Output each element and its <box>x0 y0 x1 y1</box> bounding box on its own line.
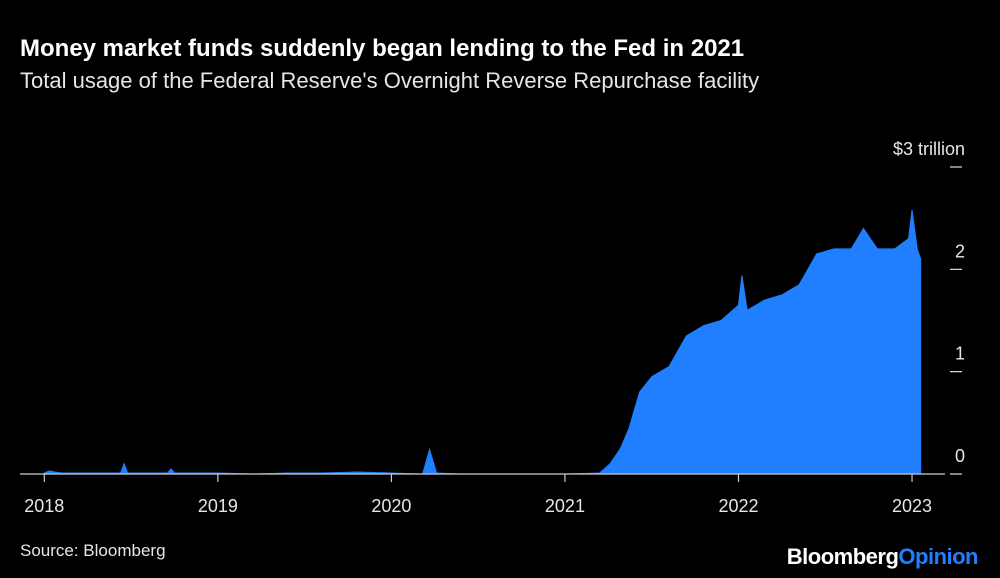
chart-subtitle: Total usage of the Federal Reserve's Ove… <box>20 68 759 93</box>
y-tick-label: 0 <box>955 446 965 466</box>
x-tick-label: 2019 <box>198 496 238 516</box>
area <box>43 209 922 475</box>
x-tick-label: 2018 <box>24 496 64 516</box>
x-tick-label: 2021 <box>545 496 585 516</box>
logo: BloombergOpinion <box>787 544 978 569</box>
x-tick-label: 2022 <box>718 496 758 516</box>
logo-brand: Bloomberg <box>787 544 899 569</box>
chart-title: Money market funds suddenly began lendin… <box>20 35 744 62</box>
source: Source: Bloomberg <box>20 541 166 560</box>
x-tick-label: 2023 <box>892 496 932 516</box>
y-tick-label: 2 <box>955 241 965 261</box>
x-tick-label: 2020 <box>371 496 411 516</box>
y-tick-label: $3 trillion <box>893 139 965 159</box>
y-tick-label: 1 <box>955 344 965 364</box>
logo-suffix: Opinion <box>898 544 978 569</box>
